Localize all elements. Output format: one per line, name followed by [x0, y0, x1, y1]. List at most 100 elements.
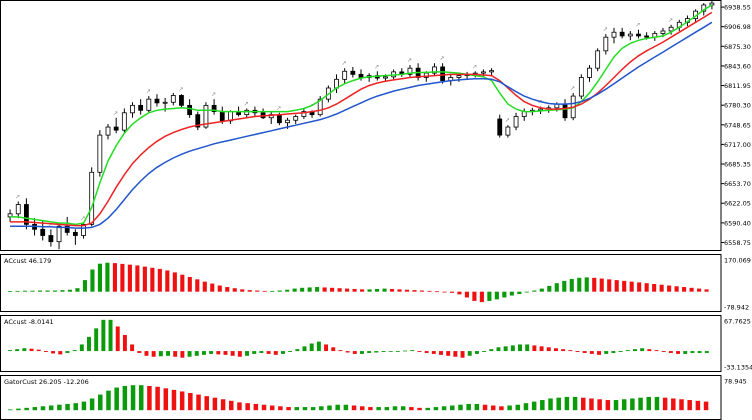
histogram-bar [532, 345, 537, 352]
histogram-bar [621, 399, 627, 411]
histogram-bar [87, 336, 91, 352]
candle [105, 123, 111, 140]
candle: ↗ [668, 17, 674, 35]
histogram-bar [683, 351, 688, 354]
histogram-bar [277, 290, 282, 292]
candle-body [203, 104, 209, 128]
histogram-bar [509, 291, 514, 296]
histogram-bar [122, 385, 128, 411]
histogram-bar [220, 399, 226, 411]
candle [97, 130, 103, 177]
histogram-bar [237, 351, 242, 357]
moving-average-lines [10, 4, 713, 229]
candle-body [301, 111, 307, 117]
histogram-bar [697, 351, 702, 353]
histogram-bar [135, 265, 140, 292]
histogram-bar [409, 407, 414, 411]
fractal-marker: ↗ [570, 85, 575, 92]
candle-body [587, 67, 592, 78]
histogram-bar [523, 403, 529, 411]
histogram-bar [441, 406, 447, 411]
indicator-tick-label: 67.7625 [724, 318, 751, 326]
histogram-bar [499, 406, 504, 411]
histogram-bar [173, 351, 178, 357]
candle-body [48, 235, 54, 243]
histogram-bar [464, 291, 469, 298]
histogram-bar [697, 288, 702, 292]
candle-body [179, 95, 184, 106]
histogram-bar [632, 349, 637, 352]
histogram-bar [427, 290, 432, 292]
candle-body [342, 70, 348, 80]
histogram-bar [417, 407, 422, 411]
candle-body [105, 126, 111, 136]
candle [432, 63, 437, 76]
histogram-bar [278, 406, 283, 411]
histogram-bar [360, 289, 365, 292]
candle: ↗ [15, 193, 21, 219]
histogram-bar [618, 351, 623, 353]
histogram-bar [397, 289, 402, 292]
candle-body [293, 116, 299, 121]
candle-body [407, 67, 413, 75]
indicator-label: ACcust -8.0141 [4, 318, 54, 326]
histogram-bar [487, 291, 492, 301]
histogram-bar [120, 263, 125, 292]
histogram-bar [392, 406, 398, 411]
histogram-bar [89, 398, 95, 411]
histogram-bar [374, 351, 379, 353]
histogram-bar [367, 289, 372, 292]
histogram-bar [489, 349, 494, 352]
candle-body [595, 50, 601, 69]
histogram-bar [335, 404, 340, 411]
histogram-bar [384, 407, 390, 411]
histogram-bar [597, 399, 602, 411]
candle-body [611, 31, 617, 38]
price-axis-labels: 6938.55 6906.98 6875.30 6843.60 6811.95 6780.… [721, 4, 751, 247]
histogram-bar [502, 291, 507, 298]
histogram-bar [261, 404, 267, 411]
histogram-bar [163, 388, 169, 411]
candle-body [138, 104, 144, 111]
price-tick-label: 6685.35 [724, 161, 751, 169]
histogram-bar [352, 288, 357, 292]
indicator-tick-label: -78.942 [724, 303, 749, 311]
histogram-bar [581, 397, 586, 411]
candle: ↗ [603, 26, 609, 55]
histogram-bar [150, 267, 155, 292]
candlestick-series: ↗↗↗↗↗↗↗↗↗↗↗↗↗↗↗↗↗↗↗↗↗↗ [7, 0, 715, 250]
panel-frame-main [0, 0, 722, 251]
candle-body [668, 26, 674, 32]
histogram-bar [270, 290, 275, 292]
candle [64, 216, 70, 236]
histogram-bar [424, 351, 429, 353]
histogram-bar [255, 290, 260, 292]
histogram-bar [29, 348, 34, 352]
candle [170, 92, 176, 106]
histogram-bar [245, 403, 250, 411]
histogram-bar [16, 408, 21, 411]
histogram-bar [327, 405, 332, 411]
price-tick-label: 6717.00 [724, 141, 751, 149]
candle-body [432, 66, 437, 74]
histogram-bar [302, 346, 307, 352]
candle [130, 102, 135, 118]
histogram-bar [345, 351, 350, 353]
candle-body [64, 225, 70, 233]
indicator-panels: ACcust 46.179 170.069 -78.942 ACcust -8.014… [4, 257, 752, 411]
histogram-bar [568, 350, 573, 352]
histogram-bar [376, 407, 381, 411]
histogram-bar [237, 402, 242, 411]
candle-body [505, 126, 511, 136]
indicator-panel-ac1: ACcust 46.179 170.069 -78.942 [4, 257, 751, 312]
candle [72, 229, 78, 245]
fractal-marker: ↗ [276, 105, 281, 112]
histogram-bar [638, 397, 643, 411]
histogram-bar [300, 287, 305, 292]
histogram-bar [37, 290, 43, 292]
candle [350, 66, 356, 78]
fractal-marker: ↗ [244, 100, 249, 107]
candle-body [187, 104, 193, 116]
candle: ↗ [113, 110, 119, 134]
candle [121, 108, 127, 134]
